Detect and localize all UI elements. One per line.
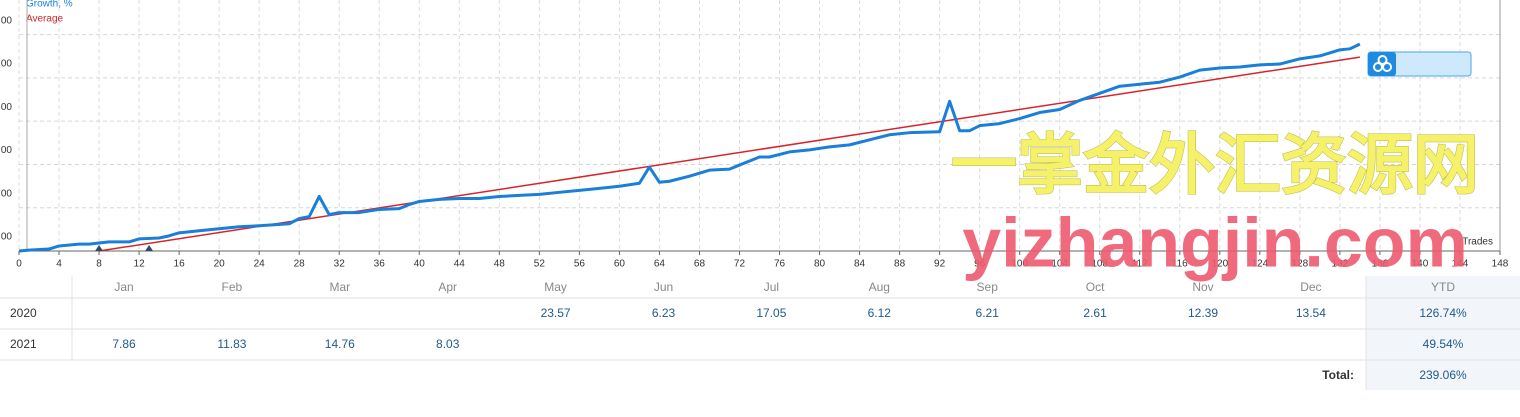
x-tick-label: 16 <box>174 259 186 270</box>
x-tick-label: 12 <box>134 259 146 270</box>
column-header: Feb <box>222 280 243 294</box>
x-tick-label: 88 <box>894 259 906 270</box>
total-label: Total: <box>1322 368 1354 382</box>
x-tick-label: 48 <box>494 259 506 270</box>
cell-value: 7.86 <box>112 337 136 351</box>
y-tick-label: 150.00 <box>0 102 12 113</box>
x-tick-label: 116 <box>1172 259 1188 270</box>
x-tick-label: 32 <box>334 259 346 270</box>
x-tick-label: 92 <box>934 259 946 270</box>
icon <box>1382 62 1392 72</box>
x-tick-label: 68 <box>694 259 706 270</box>
column-header: Aug <box>869 280 890 294</box>
trade-marker <box>145 245 154 251</box>
x-tick-label: 100 <box>1011 259 1028 270</box>
total-value: 239.06% <box>1419 368 1467 382</box>
x-tick-label: 28 <box>294 259 306 270</box>
x-tick-label: 36 <box>374 259 386 270</box>
x-tick-label: 132 <box>1332 259 1349 270</box>
column-header: Nov <box>1192 280 1213 294</box>
cell-value: 8.03 <box>436 337 460 351</box>
column-header: Jun <box>654 280 673 294</box>
column-header: May <box>544 280 567 294</box>
x-tick-label: 124 <box>1251 259 1268 270</box>
x-tick-label: 120 <box>1211 259 1228 270</box>
x-tick-label: 0 <box>16 259 22 270</box>
x-tick-label: 148 <box>1492 259 1509 270</box>
row-year: 2020 <box>10 306 37 320</box>
x-tick-label: 64 <box>654 259 666 270</box>
x-tick-label: 76 <box>774 259 786 270</box>
cloud-button[interactable] <box>1367 51 1472 77</box>
cell-value: 6.23 <box>652 306 676 320</box>
x-tick-label: 104 <box>1051 259 1068 270</box>
cell-value: 6.21 <box>976 306 1000 320</box>
x-tick-label: 40 <box>414 259 426 270</box>
x-tick-label: 24 <box>254 259 266 270</box>
cell-value: 49.54% <box>1423 337 1464 351</box>
trade-marker <box>95 245 104 251</box>
x-tick-label: 140 <box>1412 259 1429 270</box>
series-line <box>98 56 1361 252</box>
x-tick-label: 20 <box>214 259 226 270</box>
x-tick-label: 44 <box>454 259 466 270</box>
x-tick-label: 8 <box>96 259 102 270</box>
legend-entry: Growth, % <box>26 0 73 10</box>
y-tick-label: 250.00 <box>0 15 12 26</box>
cell-value: 12.39 <box>1188 306 1218 320</box>
cell-value: 23.57 <box>541 306 571 320</box>
y-tick-label: 0.00 <box>0 232 12 243</box>
x-tick-label: 112 <box>1132 259 1148 270</box>
legend-entry: Average <box>26 14 64 25</box>
x-axis-label: Trades <box>1462 237 1493 248</box>
x-tick-label: 136 <box>1372 259 1389 270</box>
x-tick-label: 144 <box>1452 259 1469 270</box>
column-header: Apr <box>438 280 457 294</box>
cell-value: 11.83 <box>217 337 246 351</box>
x-tick-label: 4 <box>56 259 62 270</box>
y-tick-label: 50.00 <box>0 188 12 199</box>
column-header: Mar <box>329 280 350 294</box>
column-header: Jan <box>114 280 133 294</box>
cell-value: 6.12 <box>868 306 892 320</box>
column-header: Dec <box>1300 280 1321 294</box>
cell-value: 17.05 <box>756 306 786 320</box>
watermark: 一掌金外汇资源网 <box>951 127 1479 201</box>
cell-value: 14.76 <box>325 337 355 351</box>
cell-value: 2.61 <box>1083 306 1107 320</box>
icon <box>1377 55 1388 65</box>
x-tick-label: 52 <box>534 259 546 270</box>
x-tick-label: 60 <box>614 259 626 270</box>
x-tick-label: 128 <box>1292 259 1309 270</box>
x-tick-label: 108 <box>1091 259 1108 270</box>
series-line <box>18 42 1361 253</box>
cell-value: 13.54 <box>1296 306 1326 320</box>
column-header: Sep <box>977 280 999 294</box>
column-header: Oct <box>1086 280 1105 294</box>
column-header: Jul <box>764 280 779 294</box>
ytd-column-bg <box>1366 276 1520 390</box>
y-tick-label: 200.00 <box>0 59 12 70</box>
row-year: 2021 <box>10 337 37 351</box>
column-header: YTD <box>1431 280 1455 294</box>
x-tick-label: 96 <box>974 259 986 270</box>
watermark: yizhangjin.com <box>962 203 1468 281</box>
cell-value: 126.74% <box>1419 306 1467 320</box>
x-tick-label: 80 <box>814 259 826 270</box>
x-tick-label: 72 <box>734 259 746 270</box>
x-tick-label: 84 <box>854 259 866 270</box>
x-tick-label: 56 <box>574 259 586 270</box>
y-tick-label: 100.00 <box>0 145 12 156</box>
